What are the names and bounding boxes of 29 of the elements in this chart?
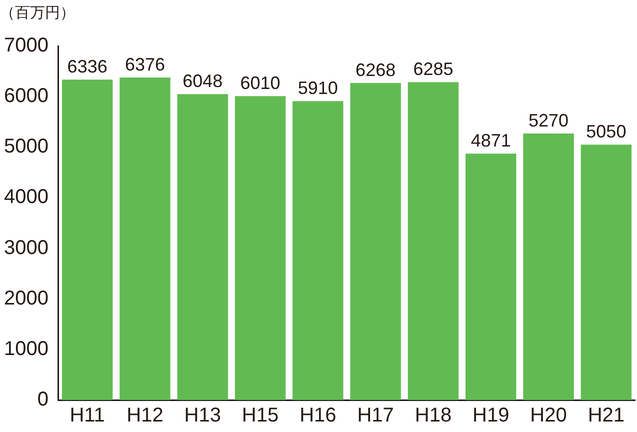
y-axis-title: （百万円） [0,4,75,22]
data-label: 5050 [586,122,626,142]
x-tick-label: H12 [126,404,164,427]
data-label: 6268 [356,60,396,80]
x-tick-label: H16 [300,404,336,427]
y-tick-label: 6000 [4,85,48,108]
data-label: 6376 [124,54,165,75]
x-tick-label: H21 [588,404,625,427]
x-tick-label: H11 [70,404,105,427]
x-tick-label: H15 [242,404,279,427]
x-tick-label: H13 [184,404,221,427]
data-label: 5910 [298,78,338,98]
x-tick-label: H20 [530,404,567,427]
y-tick-label: 4000 [4,186,48,208]
y-tick-label: 0 [37,388,48,411]
data-label: 5270 [528,110,569,130]
data-label: 6048 [182,71,223,92]
data-label: 6285 [413,59,454,80]
x-tick-label: H19 [472,404,510,427]
x-tick-label: H18 [414,404,452,427]
y-tick-label: 5000 [4,136,48,158]
x-tick-label: H17 [357,404,394,427]
data-label: 6336 [67,56,108,77]
y-tick-label: 7000 [4,34,48,57]
y-tick-label: 3000 [4,236,48,259]
y-tick-label: 2000 [4,287,48,310]
data-label: 6010 [240,73,280,94]
y-tick-label: 1000 [4,338,48,360]
data-label: 4871 [470,130,511,151]
